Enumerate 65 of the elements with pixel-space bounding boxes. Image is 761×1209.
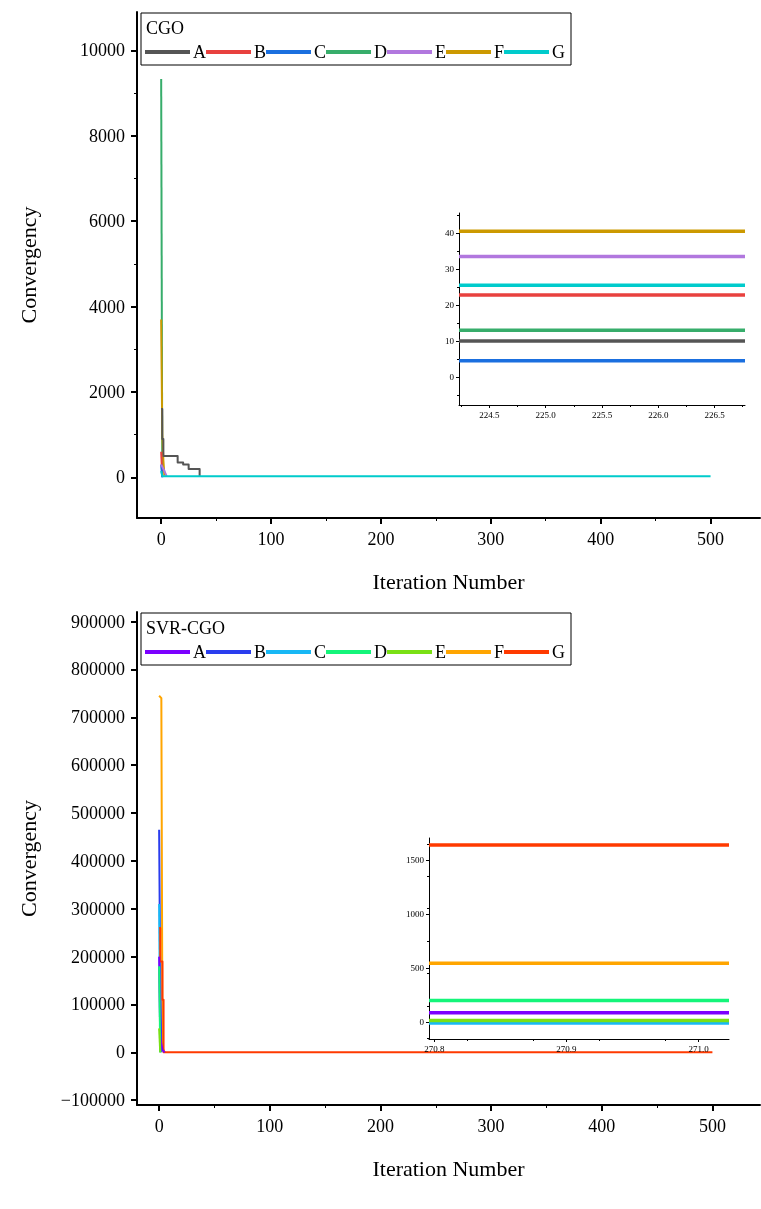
x-tick-label: 300 xyxy=(477,529,505,549)
x-tick-label: 400 xyxy=(588,1116,616,1136)
x-tick-label: 100 xyxy=(256,1116,284,1136)
x-tick-label: 271.0 xyxy=(688,1043,710,1054)
x-tick-label: 270.9 xyxy=(556,1043,578,1054)
y-tick-label: 100000 xyxy=(71,994,125,1015)
y-tick-label: 700000 xyxy=(71,707,125,728)
x-tick-label: 200 xyxy=(367,529,395,549)
x-tick-label: 226.5 xyxy=(704,409,726,420)
y-tick-label: 0 xyxy=(116,467,125,488)
x-axis-title: Iteration Number xyxy=(372,568,526,594)
legend-label: F xyxy=(494,642,505,662)
y-tick-label: 2000 xyxy=(89,382,125,403)
y-tick-label: 600000 xyxy=(71,755,125,776)
x-tick-label: 225.0 xyxy=(535,409,557,420)
y-axis-title: Convergency xyxy=(15,206,41,324)
y-tick-label: 10000 xyxy=(80,40,125,61)
y-tick-label: −100000 xyxy=(60,1090,125,1111)
legend-title: SVR-CGO xyxy=(146,618,226,638)
y-tick-label: 30 xyxy=(445,264,455,275)
legend-label: A xyxy=(193,642,206,662)
y-tick-label: 500000 xyxy=(71,803,125,824)
legend-label: B xyxy=(254,42,267,62)
x-tick-label: 270.8 xyxy=(424,1043,445,1054)
x-tick-label: 500 xyxy=(697,529,725,549)
legend-label: G xyxy=(552,642,566,662)
x-tick-label: 0 xyxy=(156,529,166,549)
legend-title: CGO xyxy=(146,18,185,38)
y-tick-label: 400000 xyxy=(71,850,125,871)
x-tick-label: 0 xyxy=(154,1116,164,1136)
legend-label: D xyxy=(374,42,388,62)
x-tick-label: 224.5 xyxy=(479,409,501,420)
y-tick-label: 0 xyxy=(419,1017,425,1028)
y-tick-label: 4000 xyxy=(89,296,125,317)
x-tick-label: 300 xyxy=(477,1116,505,1136)
y-tick-label: 1000 xyxy=(406,909,425,920)
legend-label: F xyxy=(494,42,505,62)
x-tick-label: 500 xyxy=(698,1116,726,1136)
legend-label: G xyxy=(552,42,566,62)
y-tick-label: 8000 xyxy=(89,125,125,146)
y-tick-label: 6000 xyxy=(89,211,125,232)
y-tick-label: 10 xyxy=(445,336,455,346)
legend-label: B xyxy=(254,642,267,662)
y-tick-label: 300000 xyxy=(71,898,125,919)
y-tick-label: 200000 xyxy=(71,946,125,967)
legend-label: C xyxy=(314,642,327,662)
y-tick-label: 800000 xyxy=(71,659,125,680)
y-axis-title: Convergency xyxy=(15,800,41,917)
x-tick-label: 400 xyxy=(587,529,615,549)
y-tick-label: 1500 xyxy=(406,855,425,866)
y-tick-label: 500 xyxy=(410,963,425,974)
y-tick-label: 20 xyxy=(445,300,455,311)
x-axis-title: Iteration Number xyxy=(372,1155,526,1181)
legend-label: A xyxy=(193,42,206,62)
y-tick-label: 0 xyxy=(449,371,455,382)
legend-label: C xyxy=(314,42,327,62)
legend-label: D xyxy=(374,642,388,662)
x-tick-label: 226.0 xyxy=(648,409,669,420)
legend-label: E xyxy=(435,642,447,662)
y-tick-label: 40 xyxy=(445,228,455,239)
x-tick-label: 200 xyxy=(366,1116,394,1136)
x-tick-label: 100 xyxy=(257,529,285,549)
legend-label: E xyxy=(435,42,447,62)
x-tick-label: 225.5 xyxy=(591,409,613,420)
y-tick-label: 900000 xyxy=(71,611,125,632)
